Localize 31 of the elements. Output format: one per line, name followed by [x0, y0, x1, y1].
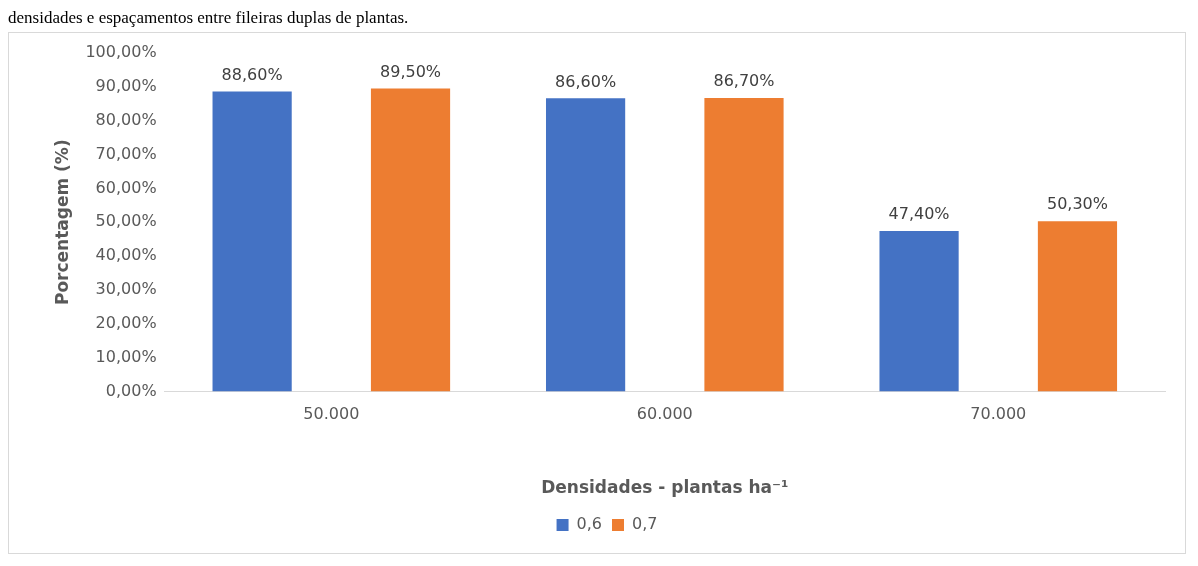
data-label: 50,30% [1046, 194, 1108, 214]
y-tick-label: 10,00% [95, 346, 157, 366]
x-axis-title: Densidades - plantas ha⁻¹ [541, 477, 789, 498]
data-label: 89,50% [380, 61, 442, 81]
bar [212, 91, 292, 392]
data-label: 47,40% [888, 204, 950, 224]
bar [1037, 221, 1118, 392]
bar [546, 98, 626, 392]
legend-label: 0,6 [576, 514, 603, 534]
y-tick-label: 0,00% [105, 380, 157, 400]
x-tick-label: 70.000 [970, 404, 1027, 424]
data-label: 86,70% [713, 71, 775, 91]
y-tick-label: 70,00% [95, 143, 157, 163]
bar [879, 231, 959, 392]
y-tick-label: 50,00% [95, 211, 157, 231]
y-tick-label: 40,00% [95, 245, 157, 265]
x-tick-label: 50.000 [303, 404, 360, 424]
text: densidades e espaçamentos entre fileiras duplas de plantas. [8, 8, 410, 28]
y-tick-label: 60,00% [95, 177, 157, 197]
y-tick-label: 80,00% [95, 109, 157, 129]
y-tick-label: 30,00% [95, 279, 157, 299]
y-tick-label: 20,00% [95, 312, 157, 332]
data-label: 86,60% [555, 71, 617, 91]
bar [370, 88, 451, 392]
legend-label: 0,7 [632, 514, 658, 534]
y-tick-label: 100,00% [85, 42, 157, 62]
y-tick-label: 90,00% [95, 76, 157, 95]
y-axis-title: Porcentagem (%) [51, 139, 72, 306]
x-tick-label: 60.000 [636, 404, 693, 424]
bar [704, 98, 784, 392]
data-label: 88,60% [221, 64, 283, 84]
